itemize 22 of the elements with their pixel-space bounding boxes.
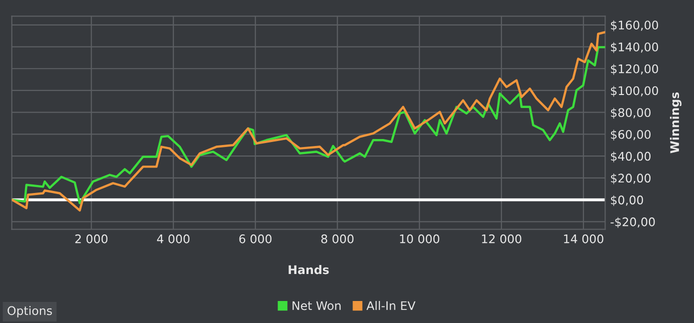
y-tick-label: $140,00 bbox=[611, 42, 658, 53]
y-tick-label: $40,00 bbox=[611, 152, 651, 162]
y-tick-label: $120,00 bbox=[611, 64, 658, 75]
y-tick-label: $0,00 bbox=[611, 195, 644, 206]
x-tick-label: 4 000 bbox=[157, 234, 190, 244]
legend-label: All-In EV bbox=[366, 300, 416, 310]
legend-label: Net Won bbox=[292, 301, 341, 310]
y-tick-label: $60,00 bbox=[611, 130, 651, 140]
text: Options bbox=[8, 306, 52, 318]
y-axis-title: Winnings bbox=[670, 92, 682, 154]
x-tick-label: 12 000 bbox=[482, 234, 522, 244]
y-tick-label: $100,00 bbox=[611, 86, 658, 97]
x-tick-label: 2 000 bbox=[75, 234, 108, 244]
y-tick-label: $20,00 bbox=[611, 173, 651, 184]
x-tick-label: 6 000 bbox=[239, 234, 272, 244]
y-tick-label: $160,00 bbox=[611, 20, 658, 32]
x-axis-title: Hands bbox=[288, 265, 329, 274]
x-tick-label: 8 000 bbox=[321, 234, 354, 244]
x-tick-label: 10 000 bbox=[400, 234, 440, 244]
y-tick-label: $80,00 bbox=[611, 108, 651, 119]
x-tick-label: 14 000 bbox=[564, 234, 604, 244]
y-tick-label: -$20,00 bbox=[610, 217, 655, 228]
